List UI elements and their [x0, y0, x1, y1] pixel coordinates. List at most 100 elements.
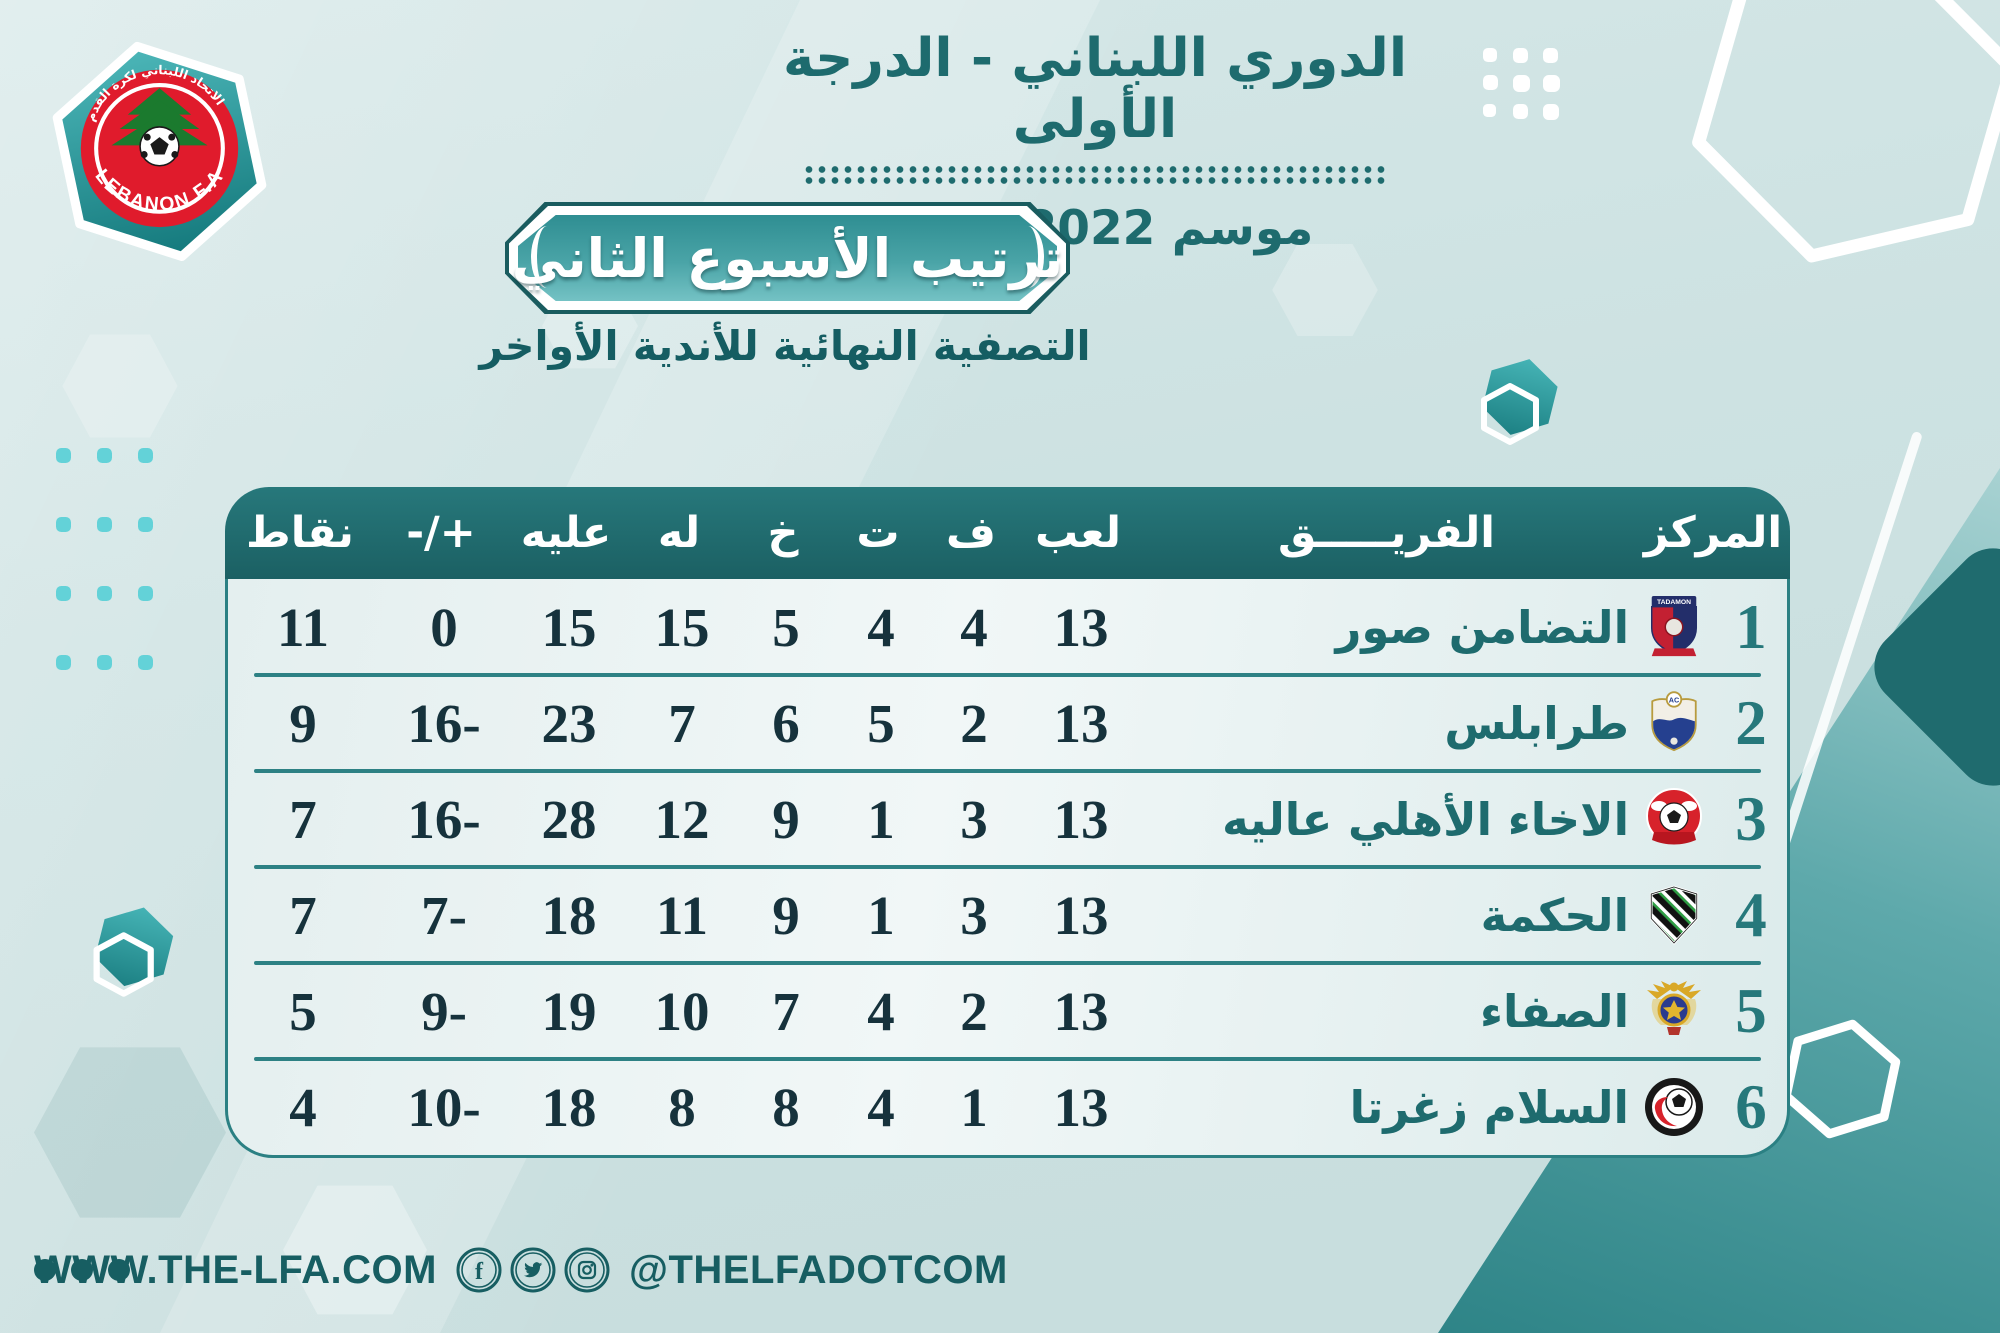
played-cell: 13 — [1053, 980, 1109, 1042]
team-logo-tadamon-sour: TADAMON — [1633, 592, 1715, 662]
banner-fill — [518, 215, 1057, 301]
played-cell: 13 — [1053, 788, 1109, 850]
goals-for-cell: 8 — [668, 1076, 696, 1138]
cyan-dots-grid — [56, 448, 153, 670]
goals-against-cell: 23 — [541, 692, 597, 754]
column-header-diff: +/- — [406, 508, 476, 558]
won-cell: 2 — [960, 980, 988, 1042]
footer-dots — [34, 1259, 130, 1281]
lost-cell: 6 — [772, 692, 800, 754]
table-body: 1 TADAMON التضامن صور 13 4 4 5 15 — [225, 579, 1790, 1158]
table-row: 2 AC طرابلس 13 2 5 6 7 23 -16 — [228, 675, 1787, 773]
diff-cell: 0 — [430, 596, 458, 658]
svg-text:AC: AC — [1669, 696, 1680, 705]
column-header-goals-for: له — [657, 508, 701, 558]
rank-cell: 1 — [1735, 591, 1767, 662]
svg-text:TADAMON: TADAMON — [1657, 599, 1691, 606]
points-cell: 11 — [277, 596, 329, 658]
background-hexagon — [1272, 244, 1378, 336]
banner-title: ترتيب الأسبوع الثاني — [511, 226, 1064, 290]
won-cell: 1 — [960, 1076, 988, 1138]
column-header-played: لعب — [1035, 508, 1121, 558]
lebanon-fa-logo-graphic: الاتحاد اللبناني لكرة القدم LEBANON F.A — [52, 41, 267, 261]
hexagon-outline-top-right — [1692, 0, 2000, 263]
column-header-won: ف — [946, 508, 996, 558]
team-name: الاخاء الأهلي عاليه — [1222, 792, 1629, 846]
points-cell: 7 — [289, 788, 317, 850]
table-row: 5 الصفاء 13 2 4 7 10 — [228, 963, 1787, 1061]
team-logo-tripoli: AC — [1633, 688, 1715, 758]
won-cell: 3 — [960, 884, 988, 946]
background-hexagon — [34, 1047, 226, 1218]
points-cell: 5 — [289, 980, 317, 1042]
instagram-icon — [564, 1247, 610, 1293]
drawn-cell: 4 — [867, 1076, 895, 1138]
background-hexagon — [283, 1185, 427, 1315]
standings-table: المركز الفريـــــق لعب ف ت خ له عليه +/-… — [225, 487, 1790, 1158]
diff-cell: -9 — [421, 980, 467, 1042]
points-cell: 4 — [289, 1076, 317, 1138]
rank-cell: 4 — [1735, 879, 1767, 950]
lebanon-fa-logo: الاتحاد اللبناني لكرة القدم LEBANON F.A — [42, 26, 277, 285]
table-header-row: المركز الفريـــــق لعب ف ت خ له عليه +/-… — [225, 487, 1790, 579]
teal-hexagon-badge — [1481, 359, 1558, 445]
points-cell: 7 — [289, 884, 317, 946]
team-logo-salam-zgharta — [1633, 1075, 1715, 1139]
goals-against-cell: 15 — [541, 596, 597, 658]
played-cell: 13 — [1053, 596, 1109, 658]
banner-right-mark — [1012, 226, 1044, 288]
banner-subtitle: التصفية النهائية للأندية الأواخر — [479, 322, 1091, 370]
week-ranking-banner: ترتيب الأسبوع الثاني — [505, 202, 1070, 314]
drawn-cell: 1 — [867, 884, 895, 946]
diff-cell: -16 — [407, 692, 481, 754]
lost-cell: 7 — [772, 980, 800, 1042]
column-header-lost: خ — [767, 508, 799, 558]
drawn-cell: 4 — [867, 596, 895, 658]
won-cell: 3 — [960, 788, 988, 850]
goals-against-cell: 18 — [541, 884, 597, 946]
dotted-divider — [800, 164, 1390, 185]
goals-for-cell: 15 — [654, 596, 710, 658]
played-cell: 13 — [1053, 884, 1109, 946]
column-header-points: نقاط — [246, 508, 354, 558]
goals-against-cell: 28 — [541, 788, 597, 850]
column-header-team: الفريـــــق — [1278, 508, 1495, 558]
page-title: الدوري اللبناني - الدرجة الأولى — [783, 28, 1408, 150]
column-header-drawn: ت — [856, 508, 900, 558]
team-logo-safa — [1633, 979, 1715, 1043]
svg-text:f: f — [475, 1259, 484, 1285]
lost-cell: 9 — [772, 884, 800, 946]
background-hexagon — [62, 334, 178, 438]
table-row: 6 السلام زغرتا 13 1 4 8 8 18 -1 — [228, 1059, 1787, 1155]
goals-against-cell: 18 — [541, 1076, 597, 1138]
won-cell: 2 — [960, 692, 988, 754]
hexagon-outline-bottom-right — [1781, 1019, 1901, 1139]
played-cell: 13 — [1053, 1076, 1109, 1138]
goals-for-cell: 7 — [668, 692, 696, 754]
rank-cell: 5 — [1735, 975, 1767, 1046]
footer-bar: WWW.THE-LFA.COM f @THELFAD — [34, 1246, 1008, 1294]
goals-for-cell: 10 — [654, 980, 710, 1042]
team-name: السلام زغرتا — [1349, 1080, 1629, 1134]
goals-for-cell: 12 — [654, 788, 710, 850]
white-dots-grid — [1483, 48, 1560, 120]
banner-left-mark — [531, 226, 563, 288]
diff-cell: -10 — [407, 1076, 481, 1138]
table-row: 3 الاخاء الأهلي عاليه 13 3 1 9 12 — [228, 771, 1787, 869]
team-name: الصفاء — [1480, 984, 1629, 1038]
column-header-rank: المركز — [1643, 508, 1783, 558]
goals-for-cell: 11 — [656, 884, 708, 946]
team-logo-akhaa-ahli-aley — [1633, 786, 1715, 852]
drawn-cell: 1 — [867, 788, 895, 850]
points-cell: 9 — [289, 692, 317, 754]
played-cell: 13 — [1053, 692, 1109, 754]
teal-hexagon-badge — [93, 907, 174, 997]
lost-cell: 9 — [772, 788, 800, 850]
social-handle: @THELFADOTCOM — [628, 1247, 1008, 1292]
table-row: 4 الحكمة 13 — [228, 867, 1787, 965]
team-name: التضامن صور — [1335, 600, 1629, 654]
goals-against-cell: 19 — [541, 980, 597, 1042]
won-cell: 4 — [960, 596, 988, 658]
column-header-goals-against: عليه — [520, 508, 612, 558]
